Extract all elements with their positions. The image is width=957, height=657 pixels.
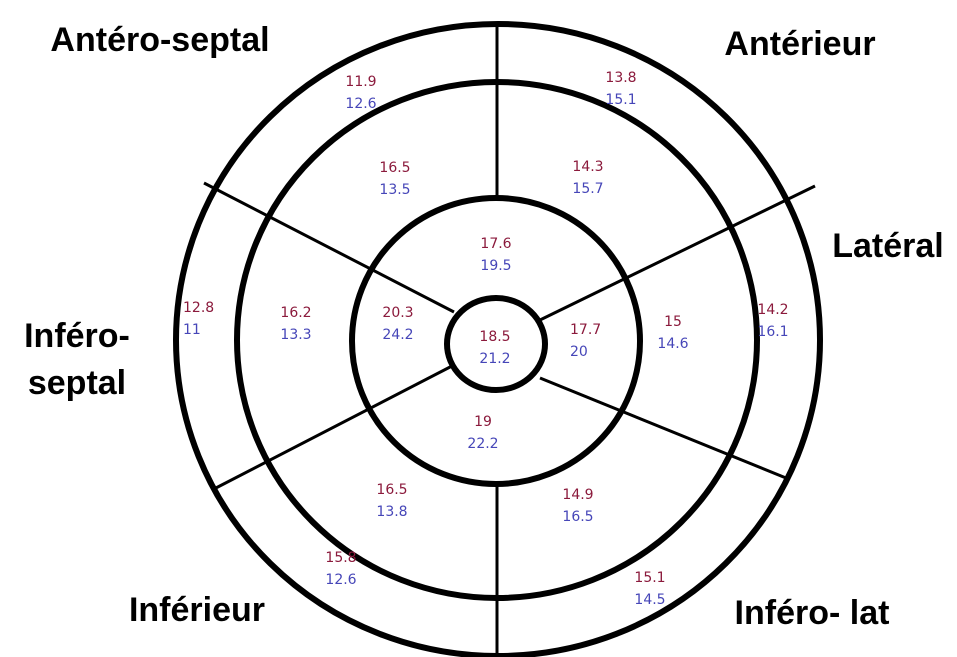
segment-value-bottom: 14.6 xyxy=(657,336,688,352)
segment-value-bottom: 22.2 xyxy=(467,436,498,452)
segment-value-top: 15.1 xyxy=(634,570,665,586)
segment-value-top: 19 xyxy=(474,414,492,430)
region-label: Antérieur xyxy=(724,25,875,63)
region-label: Antéro-septal xyxy=(50,21,269,59)
segment-value-top: 16.5 xyxy=(376,482,407,498)
segment-value-top: 17.7 xyxy=(570,322,601,338)
segment-value-top: 16.5 xyxy=(379,160,410,176)
segment-value-top: 16.2 xyxy=(280,305,311,321)
segment-value-bottom: 19.5 xyxy=(480,258,511,274)
segment-value-top: 14.3 xyxy=(572,159,603,175)
divider xyxy=(203,181,455,314)
region-label: Inféro- lat xyxy=(735,594,890,632)
segment-value-bottom: 16.1 xyxy=(757,324,788,340)
segment-value-top: 15 xyxy=(664,314,682,330)
segment-value-top: 14.2 xyxy=(757,302,788,318)
segment-value-bottom: 13.3 xyxy=(280,327,311,343)
segment-value-bottom: 15.1 xyxy=(605,92,636,108)
segment-value-bottom: 11 xyxy=(183,322,201,338)
segment-value-bottom: 16.5 xyxy=(562,509,593,525)
region-label: septal xyxy=(28,364,126,402)
segment-value-top: 20.3 xyxy=(382,305,413,321)
segment-value-bottom: 14.5 xyxy=(634,592,665,608)
region-label: Inférieur xyxy=(129,591,265,629)
segment-values: 11.9 12.6 13.8 15.1 14.2 16.1 15.1 14.5 15.8 12.6… xyxy=(183,70,789,608)
segment-value-bottom: 13.8 xyxy=(376,504,407,520)
segment-value-top: 11.9 xyxy=(345,74,376,90)
segment-value-top: 15.8 xyxy=(325,550,356,566)
segment-value-top: 14.9 xyxy=(562,487,593,503)
segment-value-bottom: 21.2 xyxy=(479,351,510,367)
divider xyxy=(539,376,787,480)
segment-value-bottom: 12.6 xyxy=(345,96,376,112)
segment-value-bottom: 20 xyxy=(570,344,588,360)
region-label: Latéral xyxy=(832,227,944,265)
segment-value-top: 12.8 xyxy=(183,300,214,316)
divider xyxy=(539,184,816,322)
region-label: Inféro- xyxy=(24,317,130,355)
segment-value-bottom: 13.5 xyxy=(379,182,410,198)
region-labels: Antéro-septal Antérieur Latéral Inféro-sept… xyxy=(24,21,944,632)
segment-value-bottom: 12.6 xyxy=(325,572,356,588)
segment-value-top: 18.5 xyxy=(479,329,510,345)
segment-value-top: 13.8 xyxy=(605,70,636,86)
segment-value-bottom: 24.2 xyxy=(382,327,413,343)
segment-value-top: 17.6 xyxy=(480,236,511,252)
divider xyxy=(211,364,453,492)
apex-ring xyxy=(444,295,548,393)
segment-value-bottom: 15.7 xyxy=(572,181,603,197)
